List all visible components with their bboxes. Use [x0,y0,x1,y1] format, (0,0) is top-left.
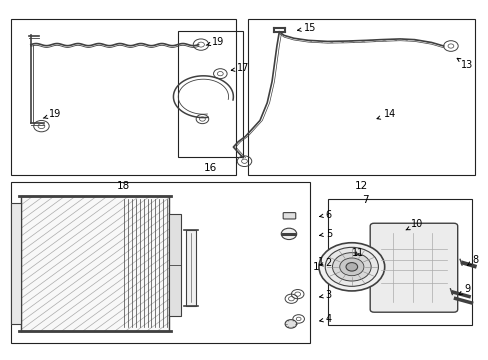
Circle shape [285,320,296,328]
Text: 11: 11 [351,248,364,258]
Text: 10: 10 [405,219,423,230]
Text: 4: 4 [319,314,331,324]
Text: 1: 1 [312,261,319,271]
Text: 6: 6 [319,210,331,220]
Text: 19: 19 [43,109,61,120]
Circle shape [346,262,357,271]
Text: 15: 15 [297,23,315,33]
Bar [327,199,471,325]
Bar [21,196,168,330]
Bar [11,19,236,175]
Text: 16: 16 [203,163,217,173]
Circle shape [325,247,378,286]
Text: 18: 18 [117,181,130,191]
Text: 14: 14 [376,109,395,120]
Circle shape [318,243,384,291]
Bar [178,31,243,157]
Circle shape [281,228,296,239]
Text: 9: 9 [458,284,469,295]
Text: 2: 2 [319,258,331,268]
Text: 1: 1 [317,257,324,266]
Bar [10,203,21,324]
Bar [185,230,196,306]
Text: 17: 17 [231,63,249,73]
Text: 7: 7 [361,195,368,205]
Bar [11,182,309,343]
Text: 19: 19 [206,37,224,47]
Text: 12: 12 [354,181,367,191]
Text: 8: 8 [467,255,478,265]
Text: 3: 3 [319,290,331,300]
Text: 13: 13 [456,58,472,70]
Text: 5: 5 [319,229,331,239]
Bar [248,19,474,175]
Bar [168,214,180,316]
Circle shape [332,253,370,281]
Circle shape [339,258,363,276]
FancyBboxPatch shape [283,213,295,219]
FancyBboxPatch shape [369,223,457,312]
